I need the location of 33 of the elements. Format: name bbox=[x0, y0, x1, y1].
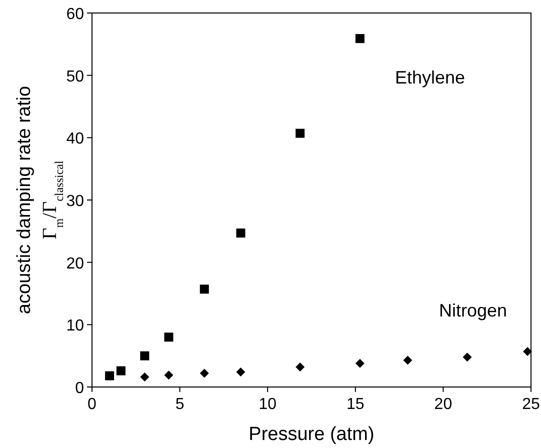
point bbox=[296, 128, 305, 138]
y-tick-label: 0 bbox=[75, 380, 84, 397]
point bbox=[403, 356, 412, 365]
point bbox=[296, 362, 305, 372]
x-tick-label: 10 bbox=[258, 396, 277, 413]
point bbox=[522, 346, 532, 356]
y-tick-label: 60 bbox=[66, 6, 84, 23]
x-tick-label: 20 bbox=[434, 396, 452, 413]
y-tick-label: 10 bbox=[66, 318, 84, 335]
x-tick-label: 15 bbox=[346, 396, 364, 413]
x-tick-label: 25 bbox=[522, 396, 540, 413]
point bbox=[164, 332, 174, 342]
point bbox=[164, 370, 174, 380]
point bbox=[140, 372, 150, 382]
text: Ethylene bbox=[394, 68, 466, 88]
y-tick-label: 50 bbox=[66, 68, 84, 86]
point bbox=[116, 366, 126, 376]
x-axis-title: Pressure (atm) bbox=[248, 424, 374, 445]
x-tick-label: 0 bbox=[88, 396, 97, 413]
point bbox=[140, 351, 150, 360]
y-tick-label: 20 bbox=[66, 255, 84, 272]
point bbox=[355, 358, 364, 368]
point bbox=[200, 368, 209, 378]
y-tick-label: 40 bbox=[66, 130, 84, 148]
y-tick-label: 30 bbox=[66, 193, 84, 210]
point bbox=[462, 352, 472, 362]
point bbox=[355, 34, 364, 44]
point bbox=[105, 371, 114, 380]
point bbox=[236, 228, 246, 238]
point bbox=[200, 284, 209, 294]
series-label: Nitrogen bbox=[438, 300, 507, 320]
point bbox=[236, 368, 246, 377]
x-tick-label: 5 bbox=[175, 396, 184, 413]
